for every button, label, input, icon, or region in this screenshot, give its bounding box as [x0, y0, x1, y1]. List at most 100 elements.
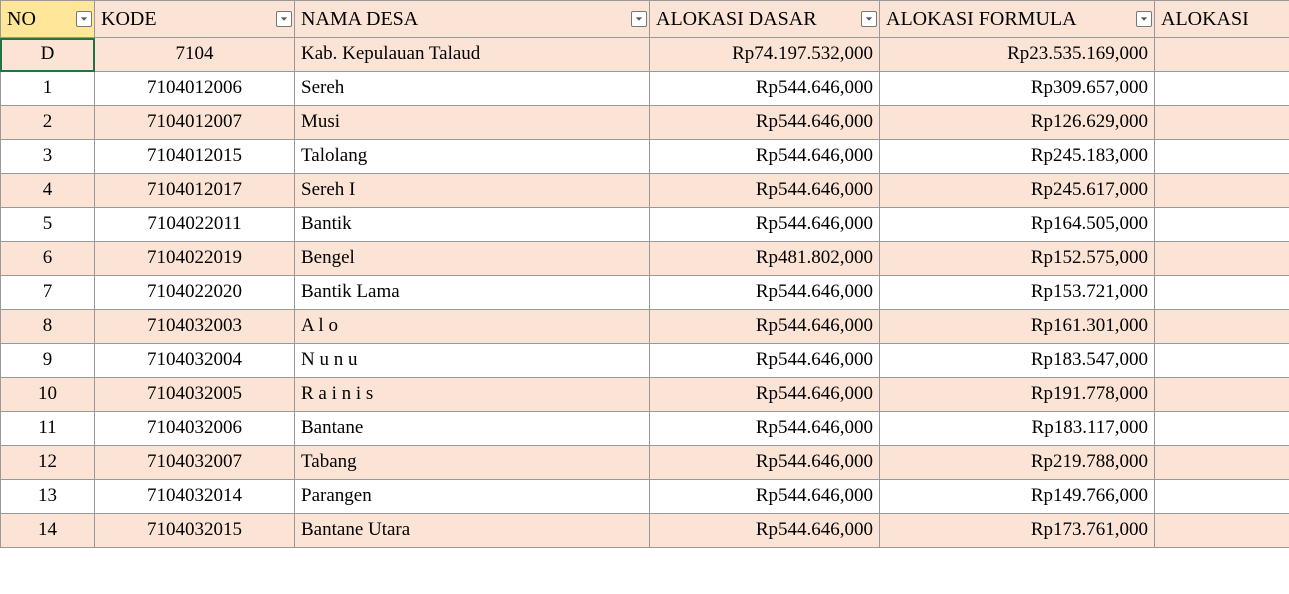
table-cell-nama[interactable]: Bantane Utara — [295, 514, 650, 548]
summary-cell-nama[interactable]: Kab. Kepulauan Talaud — [295, 38, 650, 72]
table-cell-formula[interactable]: Rp152.575,000 — [880, 242, 1155, 276]
table-cell-kode[interactable]: 7104032006 — [95, 412, 295, 446]
table-cell-nama[interactable]: Tabang — [295, 446, 650, 480]
table-cell-dasar[interactable]: Rp481.802,000 — [650, 242, 880, 276]
table-cell-dasar[interactable]: Rp544.646,000 — [650, 412, 880, 446]
table-cell-no[interactable]: 7 — [0, 276, 95, 310]
table-cell-no[interactable]: 6 — [0, 242, 95, 276]
table-cell-formula[interactable]: Rp191.778,000 — [880, 378, 1155, 412]
table-cell-next[interactable] — [1155, 446, 1289, 480]
table-cell-nama[interactable]: Talolang — [295, 140, 650, 174]
table-cell-next[interactable] — [1155, 106, 1289, 140]
column-header-kode[interactable]: KODE — [95, 0, 295, 38]
table-cell-next[interactable] — [1155, 208, 1289, 242]
table-cell-next[interactable] — [1155, 140, 1289, 174]
filter-dropdown-icon[interactable] — [631, 11, 647, 27]
table-cell-nama[interactable]: Sereh I — [295, 174, 650, 208]
table-cell-no[interactable]: 14 — [0, 514, 95, 548]
table-cell-dasar[interactable]: Rp544.646,000 — [650, 140, 880, 174]
table-cell-no[interactable]: 3 — [0, 140, 95, 174]
table-cell-next[interactable] — [1155, 378, 1289, 412]
table-cell-no[interactable]: 10 — [0, 378, 95, 412]
table-cell-kode[interactable]: 7104022011 — [95, 208, 295, 242]
table-cell-kode[interactable]: 7104022020 — [95, 276, 295, 310]
table-cell-next[interactable] — [1155, 514, 1289, 548]
table-cell-formula[interactable]: Rp219.788,000 — [880, 446, 1155, 480]
table-cell-next[interactable] — [1155, 412, 1289, 446]
table-cell-nama[interactable]: A l o — [295, 310, 650, 344]
spreadsheet-table[interactable]: NOKODENAMA DESAALOKASI DASARALOKASI FORM… — [0, 0, 1289, 548]
table-cell-no[interactable]: 5 — [0, 208, 95, 242]
filter-dropdown-icon[interactable] — [1136, 11, 1152, 27]
column-header-nama[interactable]: NAMA DESA — [295, 0, 650, 38]
table-cell-formula[interactable]: Rp149.766,000 — [880, 480, 1155, 514]
table-cell-kode[interactable]: 7104032003 — [95, 310, 295, 344]
table-cell-dasar[interactable]: Rp544.646,000 — [650, 276, 880, 310]
table-cell-kode[interactable]: 7104032015 — [95, 514, 295, 548]
table-cell-formula[interactable]: Rp245.617,000 — [880, 174, 1155, 208]
table-cell-nama[interactable]: Bengel — [295, 242, 650, 276]
table-cell-kode[interactable]: 7104032014 — [95, 480, 295, 514]
column-header-no[interactable]: NO — [0, 0, 95, 38]
table-cell-kode[interactable]: 7104032007 — [95, 446, 295, 480]
summary-cell-kode[interactable]: 7104 — [95, 38, 295, 72]
table-cell-kode[interactable]: 7104032005 — [95, 378, 295, 412]
filter-dropdown-icon[interactable] — [76, 11, 92, 27]
table-cell-next[interactable] — [1155, 276, 1289, 310]
table-cell-nama[interactable]: Bantik Lama — [295, 276, 650, 310]
table-cell-no[interactable]: 4 — [0, 174, 95, 208]
table-cell-kode[interactable]: 7104012007 — [95, 106, 295, 140]
table-cell-next[interactable] — [1155, 344, 1289, 378]
table-cell-kode[interactable]: 7104012006 — [95, 72, 295, 106]
table-cell-dasar[interactable]: Rp544.646,000 — [650, 480, 880, 514]
table-cell-formula[interactable]: Rp153.721,000 — [880, 276, 1155, 310]
table-cell-next[interactable] — [1155, 174, 1289, 208]
table-cell-formula[interactable]: Rp183.547,000 — [880, 344, 1155, 378]
table-cell-nama[interactable]: R a i n i s — [295, 378, 650, 412]
table-cell-dasar[interactable]: Rp544.646,000 — [650, 208, 880, 242]
table-cell-formula[interactable]: Rp161.301,000 — [880, 310, 1155, 344]
table-cell-formula[interactable]: Rp245.183,000 — [880, 140, 1155, 174]
table-cell-dasar[interactable]: Rp544.646,000 — [650, 106, 880, 140]
column-header-next[interactable]: ALOKASI — [1155, 0, 1289, 38]
table-cell-no[interactable]: 11 — [0, 412, 95, 446]
column-header-dasar[interactable]: ALOKASI DASAR — [650, 0, 880, 38]
table-cell-nama[interactable]: Bantik — [295, 208, 650, 242]
table-cell-next[interactable] — [1155, 72, 1289, 106]
table-cell-kode[interactable]: 7104022019 — [95, 242, 295, 276]
table-cell-kode[interactable]: 7104012017 — [95, 174, 295, 208]
table-cell-dasar[interactable]: Rp544.646,000 — [650, 344, 880, 378]
table-cell-dasar[interactable]: Rp544.646,000 — [650, 378, 880, 412]
summary-cell-dasar[interactable]: Rp74.197.532,000 — [650, 38, 880, 72]
table-cell-formula[interactable]: Rp309.657,000 — [880, 72, 1155, 106]
summary-cell-no[interactable]: D — [0, 38, 95, 72]
table-cell-nama[interactable]: Sereh — [295, 72, 650, 106]
column-header-formula[interactable]: ALOKASI FORMULA — [880, 0, 1155, 38]
table-cell-no[interactable]: 12 — [0, 446, 95, 480]
table-cell-next[interactable] — [1155, 242, 1289, 276]
table-cell-nama[interactable]: Parangen — [295, 480, 650, 514]
table-cell-next[interactable] — [1155, 480, 1289, 514]
table-cell-no[interactable]: 2 — [0, 106, 95, 140]
table-cell-nama[interactable]: Musi — [295, 106, 650, 140]
table-cell-formula[interactable]: Rp126.629,000 — [880, 106, 1155, 140]
filter-dropdown-icon[interactable] — [861, 11, 877, 27]
table-cell-formula[interactable]: Rp173.761,000 — [880, 514, 1155, 548]
table-cell-nama[interactable]: Bantane — [295, 412, 650, 446]
summary-cell-formula[interactable]: Rp23.535.169,000 — [880, 38, 1155, 72]
table-cell-next[interactable] — [1155, 310, 1289, 344]
filter-dropdown-icon[interactable] — [276, 11, 292, 27]
table-cell-dasar[interactable]: Rp544.646,000 — [650, 72, 880, 106]
table-cell-no[interactable]: 1 — [0, 72, 95, 106]
table-cell-dasar[interactable]: Rp544.646,000 — [650, 310, 880, 344]
table-cell-no[interactable]: 8 — [0, 310, 95, 344]
summary-cell-next[interactable] — [1155, 38, 1289, 72]
table-cell-kode[interactable]: 7104012015 — [95, 140, 295, 174]
table-cell-no[interactable]: 9 — [0, 344, 95, 378]
table-cell-dasar[interactable]: Rp544.646,000 — [650, 446, 880, 480]
table-cell-formula[interactable]: Rp164.505,000 — [880, 208, 1155, 242]
table-cell-no[interactable]: 13 — [0, 480, 95, 514]
table-cell-kode[interactable]: 7104032004 — [95, 344, 295, 378]
table-cell-formula[interactable]: Rp183.117,000 — [880, 412, 1155, 446]
table-cell-dasar[interactable]: Rp544.646,000 — [650, 174, 880, 208]
